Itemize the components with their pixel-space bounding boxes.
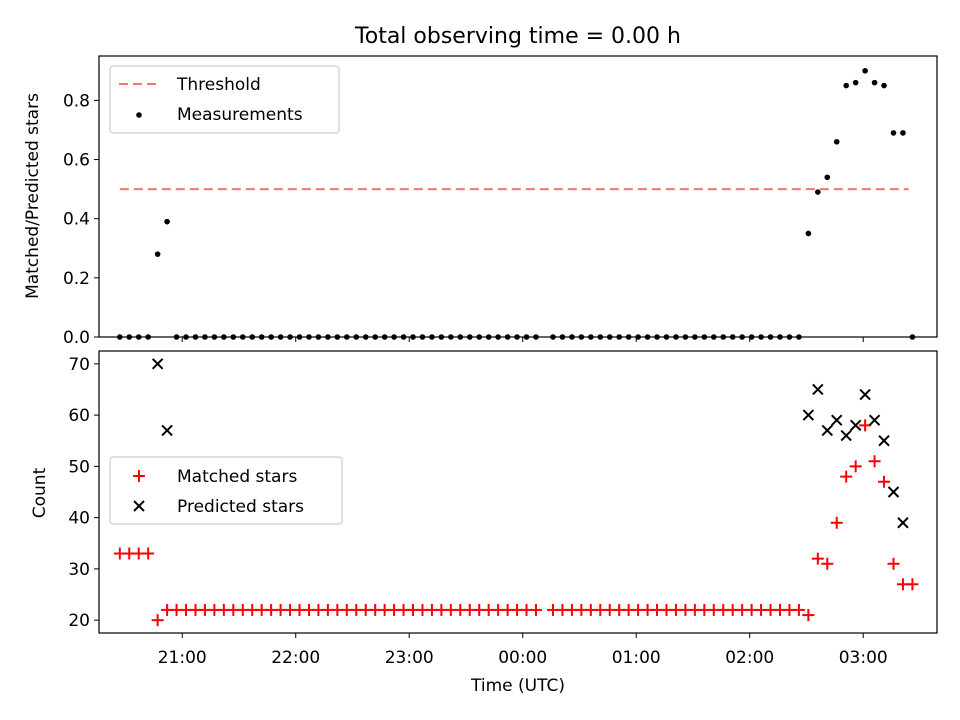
measurement-point <box>890 130 897 136</box>
ratio-panel-frame <box>98 55 938 338</box>
matched-star-point <box>792 603 805 616</box>
count-x-tick-label: 00:00 <box>498 648 547 668</box>
matched-star-point <box>802 609 815 622</box>
measurement-point <box>824 174 831 181</box>
count-y-tick-label: 60 <box>68 406 90 426</box>
measurement-point <box>164 218 170 225</box>
matched-star-point <box>830 516 843 529</box>
measurement-point <box>862 67 868 74</box>
measurement-point <box>805 230 812 237</box>
predicted-star-stroke-b <box>878 435 890 447</box>
legend-measurements-label: Measurements <box>177 105 303 125</box>
matched-star-point <box>840 470 853 483</box>
matched-star-point <box>142 547 155 560</box>
legend-matched-swatch <box>133 470 145 482</box>
predicted-star-point <box>802 409 815 421</box>
ratio-y-tick-label: 0.4 <box>63 210 90 230</box>
legend-predicted-swatch <box>133 500 145 512</box>
matched-star-point <box>151 614 164 627</box>
ratio-y-tick-label: 0.2 <box>63 269 90 289</box>
predicted-star-point <box>812 383 824 396</box>
predicted-star-stroke-b <box>897 517 909 529</box>
predicted-star-point <box>897 517 909 529</box>
measurement-point <box>815 189 821 195</box>
count-x-tick-label: 23:00 <box>385 648 434 668</box>
count-x-tick-label: 02:00 <box>725 648 774 668</box>
matched-star-point <box>811 552 824 565</box>
count-panel-frame <box>98 350 938 634</box>
ratio-panel-legend-box <box>109 65 340 134</box>
count-panel-marks <box>113 358 919 627</box>
count-panel-legend-box <box>109 456 343 525</box>
legend-matched-label: Matched stars <box>177 467 297 487</box>
ratio-panel-y-label: Matched/Predicted stars <box>23 93 43 299</box>
predicted-star-stroke-b <box>887 486 900 498</box>
measurement-point <box>833 138 840 145</box>
count-x-tick-label: 03:00 <box>839 648 888 668</box>
predicted-star-point <box>849 419 862 432</box>
measurement-point <box>881 82 887 89</box>
count-x-tick-label: 21:00 <box>158 648 207 668</box>
matched-star-point <box>868 455 881 468</box>
predicted-star-stroke-b <box>812 383 824 396</box>
measurement-point <box>852 79 859 86</box>
measurement-point <box>871 79 878 86</box>
measurement-point <box>843 82 850 89</box>
predicted-star-stroke-b <box>151 358 164 370</box>
count-y-tick-label: 50 <box>68 457 90 477</box>
predicted-star-stroke-b <box>161 424 173 437</box>
legend-measurements-swatch <box>136 112 142 118</box>
matched-star-point <box>859 419 872 432</box>
predicted-star-stroke-b <box>802 409 815 421</box>
count-panel-legend: Matched stars Predicted stars <box>109 456 343 525</box>
predicted-star-stroke-b <box>849 419 862 432</box>
predicted-star-point <box>887 486 900 498</box>
chart-title: Total observing time = 0.00 h <box>354 24 681 49</box>
predicted-star-point <box>831 414 843 426</box>
count-y-tick-label: 40 <box>68 509 90 529</box>
predicted-star-point <box>161 424 173 437</box>
predicted-star-point <box>868 414 881 426</box>
count-panel-x-ticks: 21:00 22:00 23:00 00:00 01:00 02:00 03:00 <box>158 633 888 668</box>
matched-star-point <box>887 557 900 570</box>
ratio-y-tick-label: 0.6 <box>63 151 90 171</box>
predicted-star-stroke-b <box>821 424 833 437</box>
count-panel: 20 30 40 50 60 70 21:00 22:00 23:00 00:00 01:00 02… <box>30 350 938 696</box>
count-panel-y-ticks: 20 30 40 50 60 70 <box>68 355 99 631</box>
predicted-star-stroke-b <box>840 429 852 442</box>
ratio-panel-y-ticks: 0.0 0.2 0.4 0.6 0.8 <box>63 91 99 348</box>
measurement-point <box>900 130 906 136</box>
predicted-star-point <box>878 435 890 447</box>
ratio-y-tick-label: 0.0 <box>63 328 90 348</box>
matched-star-point <box>849 460 862 473</box>
legend-predicted-label: Predicted stars <box>177 497 304 517</box>
predicted-star-point <box>151 358 164 370</box>
x-axis-label: Time (UTC) <box>470 676 565 696</box>
count-x-tick-label: 22:00 <box>271 648 320 668</box>
count-y-tick-label: 70 <box>68 355 90 375</box>
legend-threshold-label: Threshold <box>176 75 261 95</box>
predicted-star-stroke-b <box>831 414 843 426</box>
matched-star-point <box>529 603 542 616</box>
matched-star-point <box>878 475 891 488</box>
predicted-star-stroke-b <box>859 388 871 401</box>
predicted-star-point <box>840 429 852 442</box>
count-panel-y-label: Count <box>30 467 50 518</box>
count-y-tick-label: 20 <box>68 611 90 631</box>
measurement-point <box>154 251 161 257</box>
predicted-star-point <box>859 388 871 401</box>
count-x-tick-label: 01:00 <box>612 648 661 668</box>
predicted-star-point <box>821 424 833 437</box>
ratio-y-tick-label: 0.8 <box>63 91 90 111</box>
ratio-panel-legend: Threshold Measurements <box>109 65 340 134</box>
ratio-panel: 0.00.20.40.60.8 Matched/Predicted stars … <box>23 55 938 348</box>
matched-star-point <box>906 578 919 591</box>
count-y-tick-label: 30 <box>68 560 90 580</box>
predicted-star-stroke-b <box>868 414 881 426</box>
matched-star-point <box>821 557 834 570</box>
